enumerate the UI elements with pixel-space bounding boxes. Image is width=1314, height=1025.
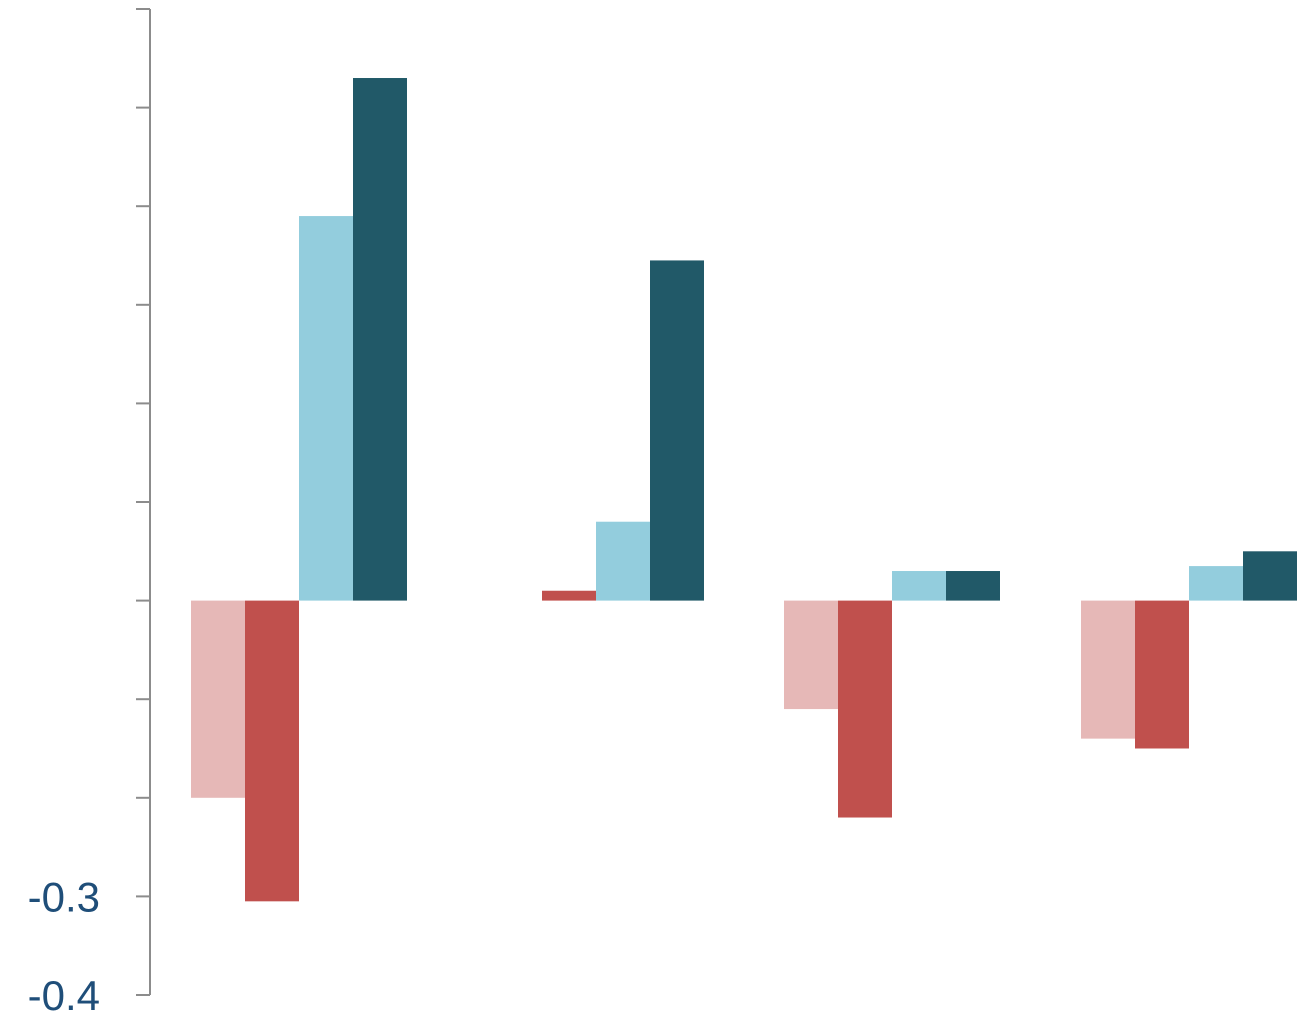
bar-series-2-group-3 — [838, 600, 892, 818]
bar-series-2-group-1 — [245, 600, 299, 902]
bar-series-3-group-1 — [299, 216, 353, 601]
y-tick-label: -0.3 — [28, 873, 100, 920]
bar-series-3-group-2 — [596, 521, 650, 601]
bar-series-2-group-2 — [542, 590, 596, 601]
bars-layer — [191, 78, 1297, 902]
bar-series-4-group-4 — [1243, 551, 1297, 601]
bar-series-1-group-3 — [784, 600, 838, 710]
bar-series-4-group-3 — [946, 571, 1000, 601]
y-axis: -0.4 -0.3 — [28, 8, 151, 1019]
y-tick-label: -0.4 — [28, 972, 100, 1019]
bar-series-3-group-3 — [892, 571, 946, 601]
bar-series-4-group-2 — [650, 260, 704, 601]
bar-series-1-group-4 — [1081, 600, 1135, 739]
bar-series-1-group-1 — [191, 600, 245, 798]
bar-series-3-group-4 — [1189, 566, 1243, 601]
bar-series-4-group-1 — [353, 78, 407, 601]
bar-series-2-group-4 — [1135, 600, 1189, 749]
